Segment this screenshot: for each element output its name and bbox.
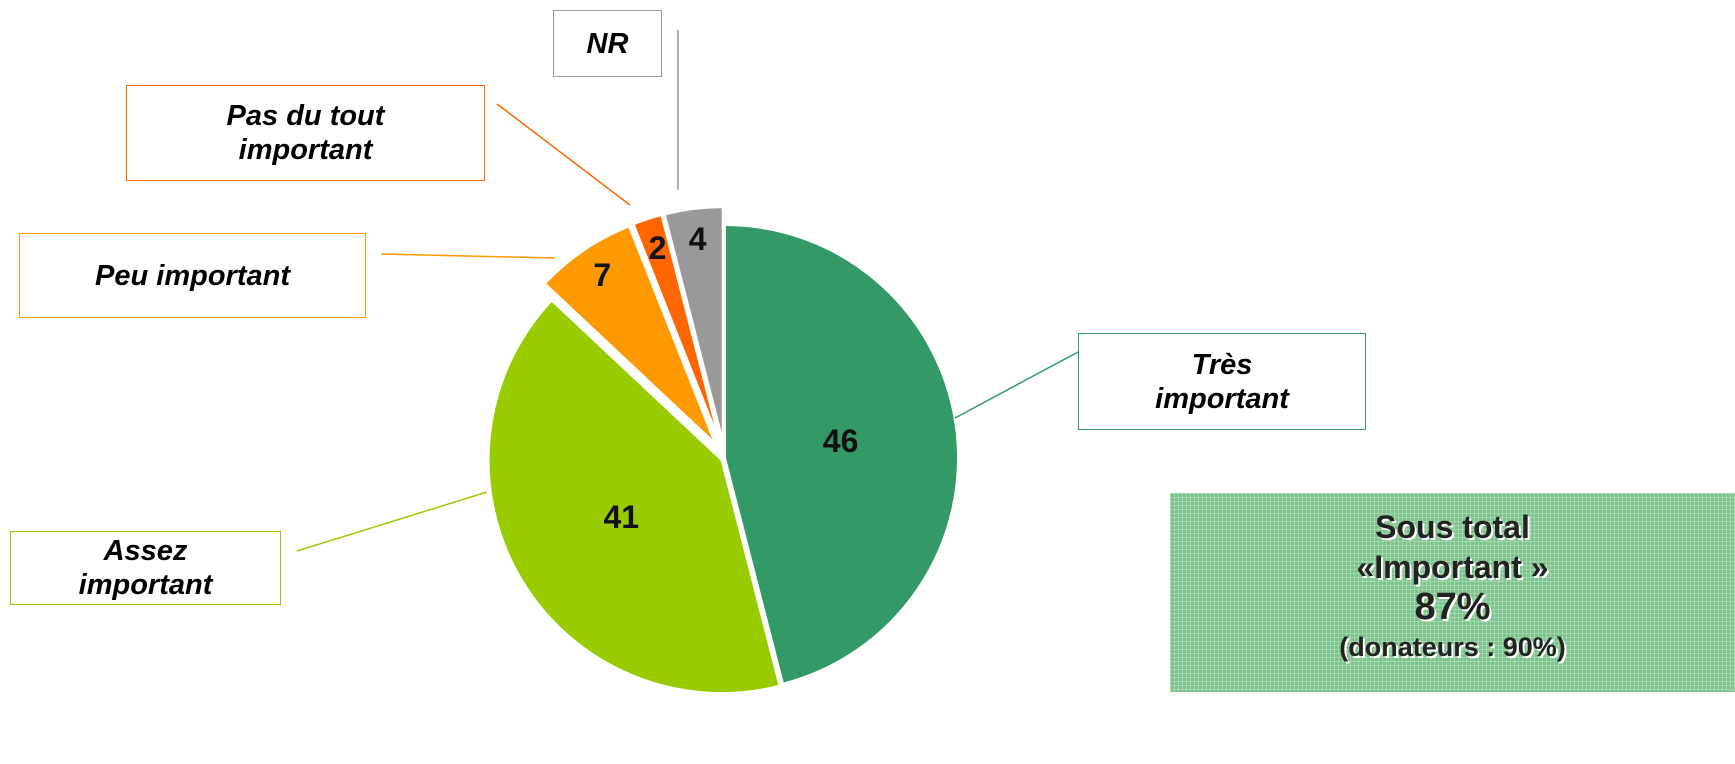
pie-slice <box>663 206 724 441</box>
category-label: NR <box>553 10 662 77</box>
value-label: 46 <box>823 423 859 459</box>
category-label: Pas du tout important <box>126 85 485 181</box>
leader-line <box>296 491 488 552</box>
leader-line <box>496 103 631 206</box>
value-label: 2 <box>649 230 667 266</box>
pie-slice <box>543 225 716 444</box>
leader-line <box>954 351 1079 419</box>
pie-slice <box>724 223 959 685</box>
pie-slice <box>487 299 781 695</box>
subtotal-value: 87% <box>1414 586 1491 628</box>
value-label: 4 <box>689 221 707 257</box>
value-label: 41 <box>603 499 639 535</box>
subtotal-title: Sous total «Important » <box>1356 509 1549 585</box>
category-label: Très important <box>1078 333 1366 430</box>
pie-slice <box>632 213 721 442</box>
value-label: 7 <box>593 257 611 293</box>
category-label: Peu important <box>19 233 366 318</box>
leader-line <box>380 253 556 259</box>
category-label: Assez important <box>10 531 281 605</box>
subtotal-box: Sous total «Important » 87% (donateurs :… <box>1170 493 1735 692</box>
subtotal-note: (donateurs : 90%) <box>1339 632 1566 662</box>
